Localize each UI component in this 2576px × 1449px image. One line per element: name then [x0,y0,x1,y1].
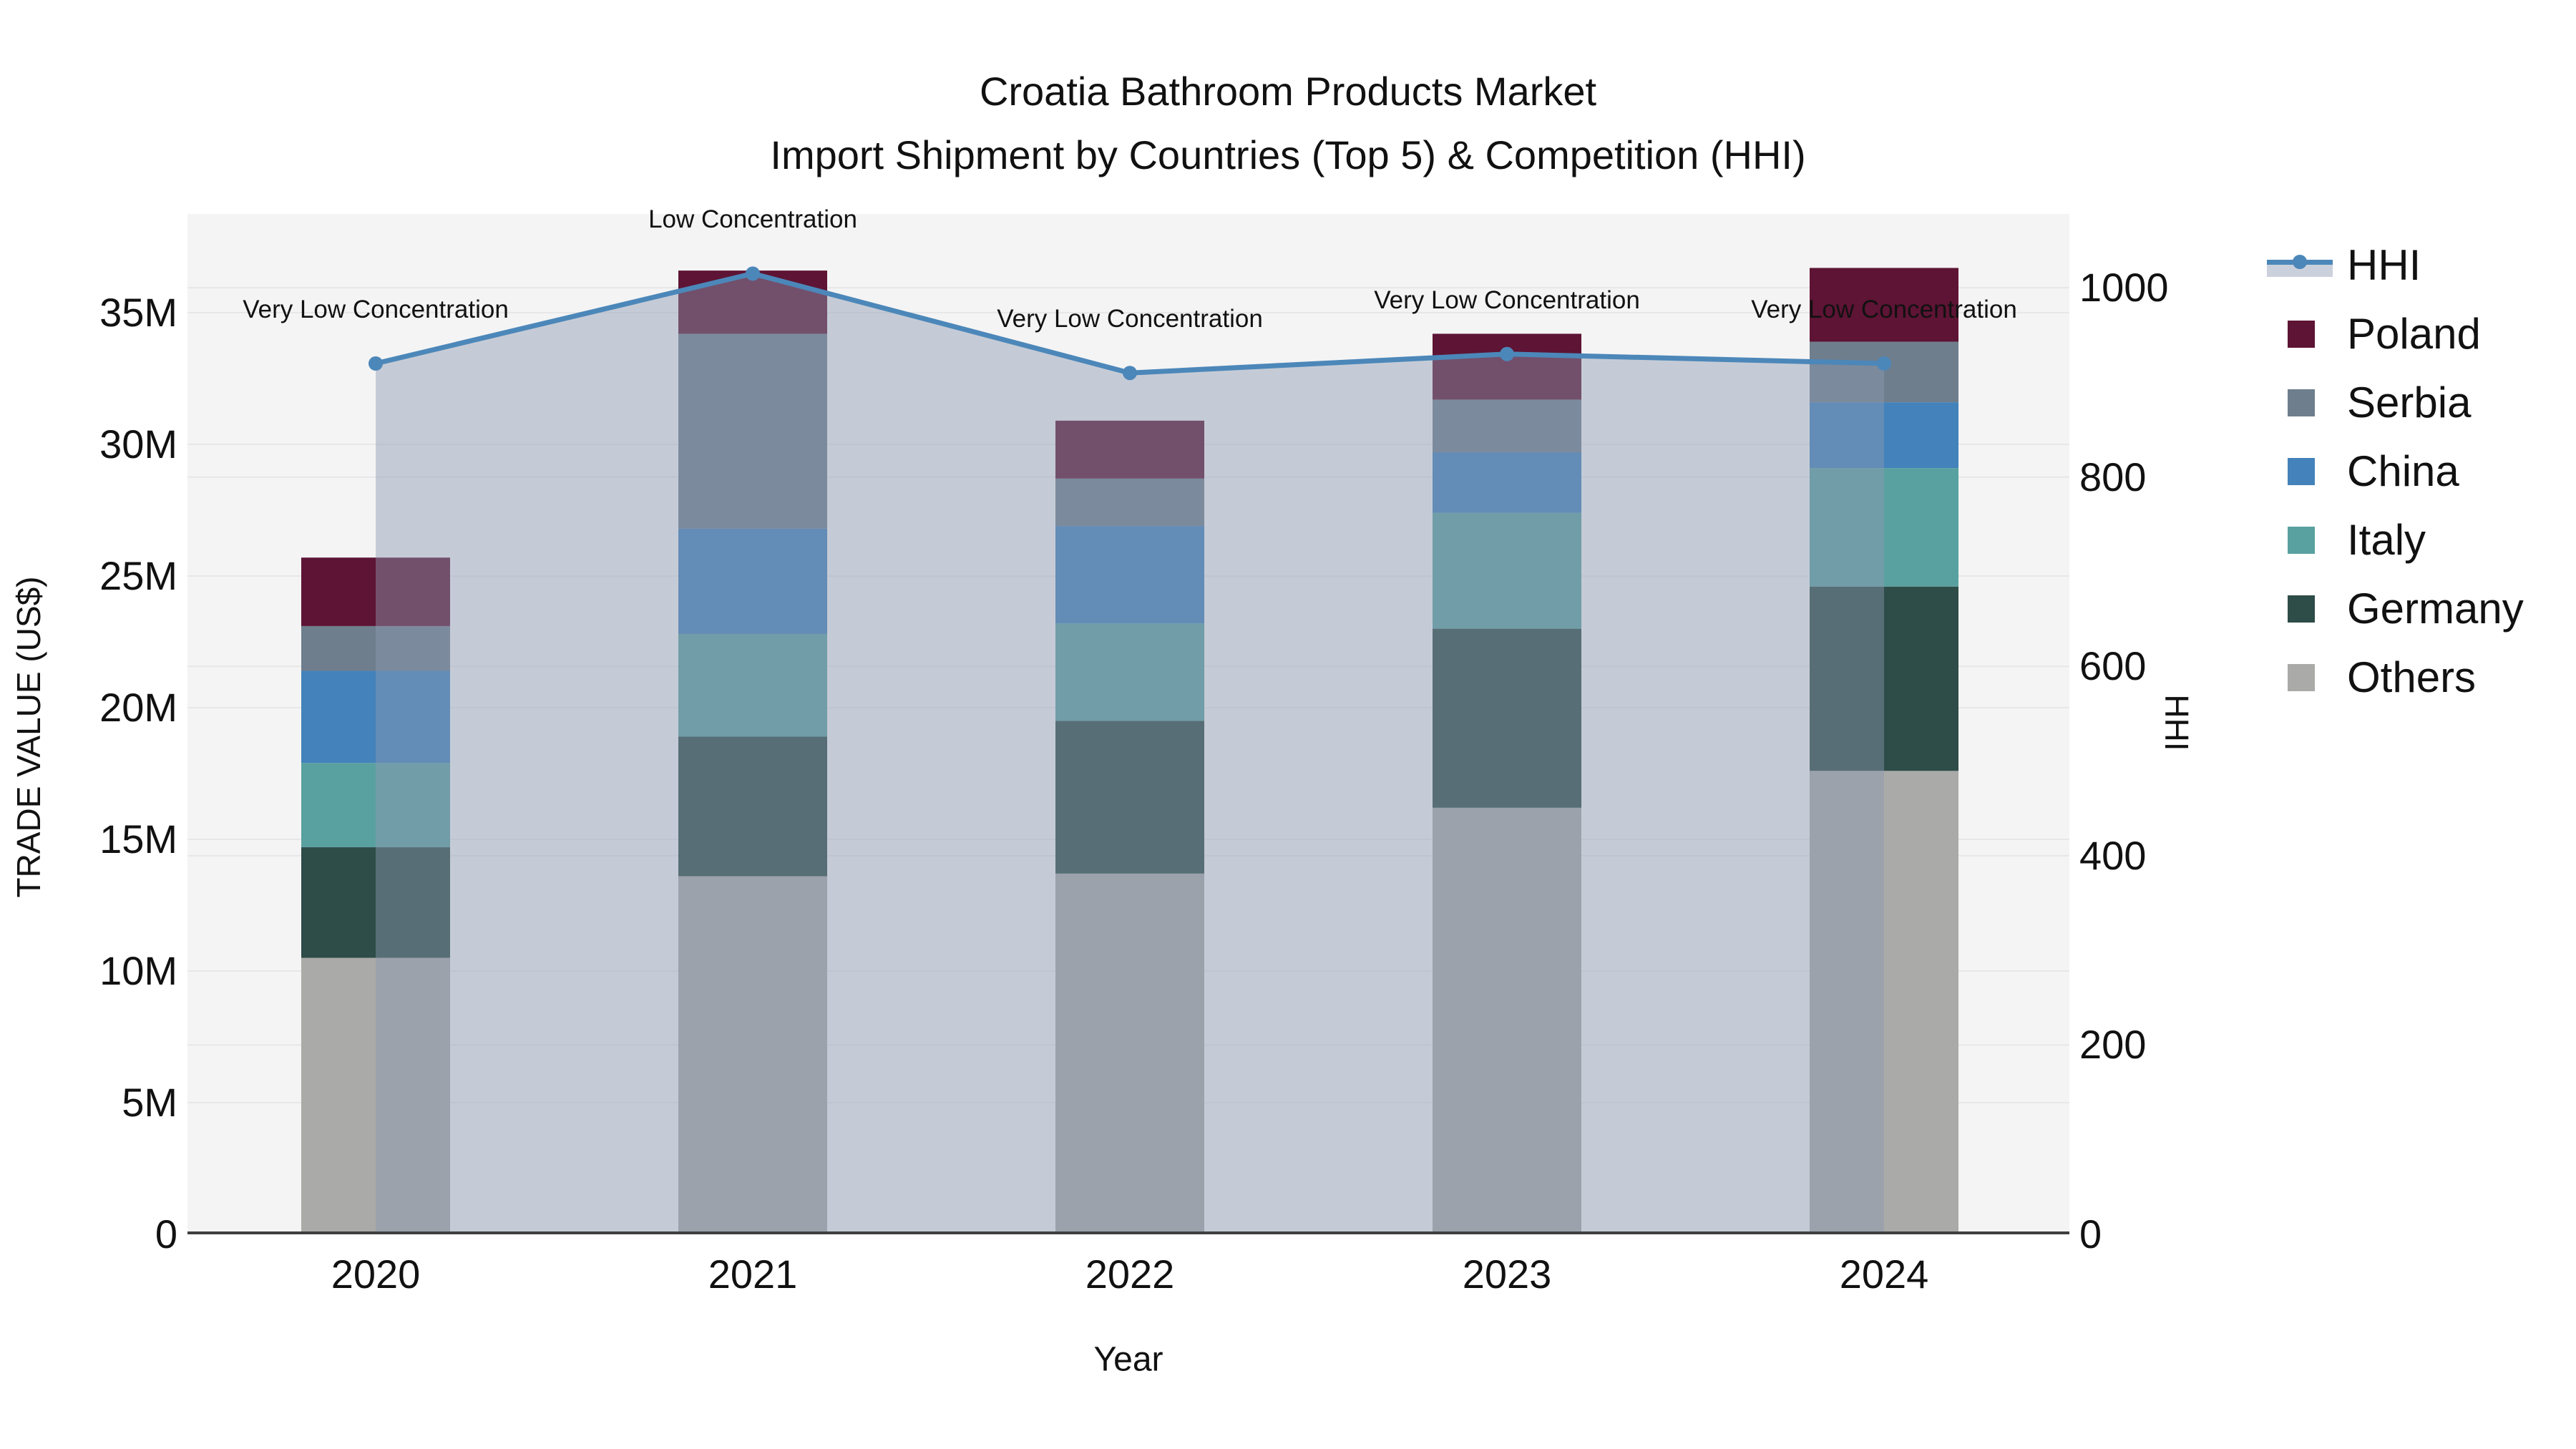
x-axis-title: Year [1093,1340,1163,1379]
bar-segment-italy-2022 [1055,623,1204,721]
bar-segment-serbia-2024 [1810,341,1958,403]
bar-segment-serbia-2023 [1433,399,1581,453]
serbia-swatch-icon [2267,381,2333,424]
left-tick-20M: 20M [99,685,177,730]
bar-segment-poland-2021 [678,270,827,334]
serbia-color-swatch [2288,389,2315,416]
left-tick-30M: 30M [99,421,177,467]
italy-color-swatch [2288,527,2315,554]
bar-segment-poland-2023 [1433,333,1581,400]
legend-label-hhi: HHI [2347,241,2421,289]
legend-item-china[interactable]: China [2267,437,2459,506]
bar-segment-china-2021 [678,528,827,634]
bar-segment-serbia-2021 [678,333,827,529]
right-axis-title: HHI [2158,694,2195,751]
chart-title-line1: Croatia Bathroom Products Market [979,69,1597,114]
legend-item-germany[interactable]: Germany [2267,575,2524,643]
legend-item-italy[interactable]: Italy [2267,506,2426,575]
left-tick-25M: 25M [99,553,177,598]
bar-segment-germany-2024 [1810,586,1958,771]
hhi-area-fill [376,273,1884,1233]
hhi-marker-2020 [369,356,383,371]
legend-label-serbia: Serbia [2347,379,2472,426]
legend-item-hhi[interactable]: HHI [2267,231,2421,300]
poland-color-swatch [2288,321,2315,348]
legend-label-germany: Germany [2347,585,2524,633]
chart-title-line2: Import Shipment by Countries (Top 5) & C… [770,132,1806,177]
bar-segment-china-2020 [301,670,450,763]
right-tick-1000: 1000 [2079,265,2169,311]
x-tick-2023: 2023 [1462,1252,1552,1297]
hhi-annotation-2023: Very Low Concentration [1374,286,1640,314]
bar-segment-others-2020 [301,957,450,1234]
bar-segment-poland-2022 [1055,420,1204,479]
x-tick-2024: 2024 [1839,1252,1929,1297]
bar-segment-germany-2022 [1055,721,1204,874]
bar-segment-germany-2023 [1433,628,1581,808]
bar-segment-italy-2021 [678,633,827,737]
germany-color-swatch [2288,595,2315,623]
legend-label-others: Others [2347,653,2477,701]
right-tick-800: 800 [2079,454,2147,499]
poland-swatch-icon [2267,313,2333,356]
legend-label-italy: Italy [2347,516,2426,564]
left-tick-0: 0 [155,1211,177,1257]
hhi-annotation-2022: Very Low Concentration [997,305,1263,333]
germany-swatch-icon [2267,587,2333,630]
legend-item-others[interactable]: Others [2267,643,2476,712]
x-tick-2022: 2022 [1085,1252,1175,1297]
bar-segment-poland-2024 [1810,268,1958,342]
others-swatch-icon [2267,656,2333,699]
hhi-marker-2021 [746,266,760,281]
left-tick-15M: 15M [99,816,177,862]
hhi-area-swatch [2267,263,2333,277]
right-tick-600: 600 [2079,643,2147,689]
bar-segment-others-2023 [1433,807,1581,1234]
x-tick-2021: 2021 [708,1252,798,1297]
bar-segment-china-2022 [1055,526,1204,624]
bar-segment-others-2021 [678,876,827,1234]
bar-segment-italy-2024 [1810,468,1958,587]
bar-segment-italy-2023 [1433,512,1581,629]
hhi-marker-2023 [1500,346,1514,361]
legend-item-poland[interactable]: Poland [2267,300,2481,369]
bar-segment-germany-2021 [678,736,827,877]
hhi-line-icon [2267,244,2333,287]
hhi-marker-2024 [1877,356,1891,371]
bar-segment-others-2024 [1810,771,1958,1234]
right-tick-200: 200 [2079,1022,2147,1068]
x-tick-2020: 2020 [331,1252,421,1297]
left-tick-5M: 5M [122,1080,177,1125]
bar-segment-others-2022 [1055,873,1204,1234]
plot-area [187,214,2069,1234]
hhi-marker-2022 [1123,366,1137,381]
bar-segment-italy-2020 [301,763,450,848]
left-tick-35M: 35M [99,290,177,335]
hhi-annotation-2021: Low Concentration [648,205,857,234]
hhi-annotation-2024: Very Low Concentration [1751,296,2017,323]
bar-segment-china-2024 [1810,402,1958,469]
italy-swatch-icon [2267,519,2333,562]
bar-segment-china-2023 [1433,452,1581,513]
china-color-swatch [2288,458,2315,485]
legend-label-china: China [2347,447,2459,495]
legend-item-serbia[interactable]: Serbia [2267,369,2471,437]
right-tick-400: 400 [2079,832,2147,878]
hhi-annotation-2020: Very Low Concentration [243,296,509,323]
bar-segment-serbia-2020 [301,625,450,671]
left-tick-10M: 10M [99,948,177,993]
china-swatch-icon [2267,450,2333,493]
bar-segment-germany-2020 [301,847,450,958]
legend-label-poland: Poland [2347,310,2481,358]
others-color-swatch [2288,664,2315,691]
hhi-marker-swatch [2293,255,2307,269]
bar-segment-poland-2020 [301,557,450,626]
bar-segment-serbia-2022 [1055,478,1204,527]
right-tick-0: 0 [2079,1211,2102,1257]
